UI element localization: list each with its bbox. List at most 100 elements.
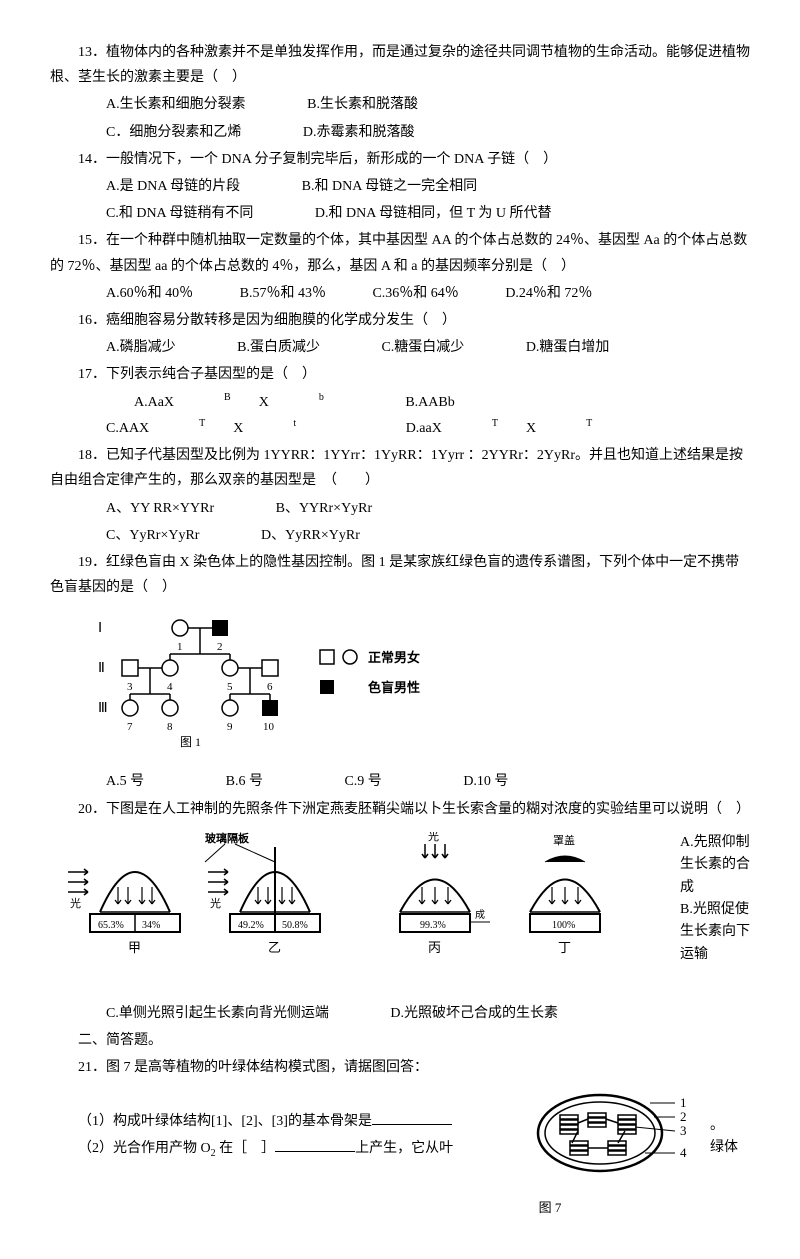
svg-text:10: 10	[263, 721, 275, 733]
legend-affected: 色盲男性	[368, 680, 420, 695]
svg-text:34%: 34%	[142, 920, 160, 931]
q20-optC: C.单侧光照引起生长素向背光侧运端	[78, 1001, 329, 1026]
q20-optA: A.先照仰制生长素的合成	[680, 832, 750, 899]
gen1-label: Ⅰ	[98, 621, 102, 636]
svg-text:5: 5	[227, 681, 233, 693]
q19-pedigree-figure: Ⅰ Ⅱ Ⅲ 1 2 3 4 5 6 7 8 9 10 正常男女 色盲男性 图 1	[90, 610, 750, 759]
q18-options-row2: C、YyRr×YyRr D、YyRR×YyRr	[50, 523, 750, 548]
svg-text:丙: 丙	[428, 940, 441, 955]
q15-text: 15．在一个种群中随机抽取一定数量的个体，其中基因型 AA 的个体占总数的 24…	[50, 228, 750, 278]
q19-optD: D.10 号	[435, 769, 508, 794]
q19-options: A.5 号 B.6 号 C.9 号 D.10 号	[50, 769, 750, 794]
q19-optA: A.5 号	[78, 769, 144, 794]
q18-text: 18．已知子代基因型及比例为 1YYRR：1YYrr：1YyRR：1Yyrr ：…	[50, 443, 750, 493]
q21-figure: 1 2 3 4	[530, 1083, 710, 1192]
q13-optD: D.赤霉素和脱落酸	[275, 120, 415, 145]
blank-input[interactable]	[275, 1137, 355, 1152]
q14-optC: C.和 DNA 母链稍有不同	[78, 201, 253, 226]
legend-circle-icon	[343, 650, 357, 664]
q17-optD: D.aaXTXT	[350, 415, 593, 441]
ind-3	[122, 660, 138, 676]
fig7-caption: 图 7	[350, 1196, 750, 1219]
q20-svg: 65.3% 34% 光 甲 玻璃隔板	[50, 832, 630, 982]
svg-text:3: 3	[127, 681, 133, 693]
ind-7	[122, 700, 138, 716]
legend-normal: 正常男女	[368, 650, 420, 665]
q20-side-options: A.先照仰制生长素的合成 B.光照促使生长素向下运输	[680, 832, 750, 966]
q16-optC: C.糖蛋白减少	[353, 335, 464, 360]
svg-text:2: 2	[680, 1109, 687, 1124]
q14-text: 14．一般情况下，一个 DNA 分子复制完毕后，新形成的一个 DNA 子链（ ）	[50, 147, 750, 172]
svg-text:1: 1	[177, 641, 183, 653]
svg-text:50.8%: 50.8%	[282, 920, 308, 931]
q17-text: 17．下列表示纯合子基因型的是（ ）	[50, 362, 750, 387]
pedigree-svg: Ⅰ Ⅱ Ⅲ 1 2 3 4 5 6 7 8 9 10 正常男女 色盲男性 图 1	[90, 610, 450, 750]
q13-optC: C．细胞分裂素和乙烯	[78, 120, 241, 145]
q14-options-row1: A.是 DNA 母链的片段 B.和 DNA 母链之一完全相同	[50, 174, 750, 199]
q20-text: 20．下图是在人工神制的先照条件下洲定燕麦胚鞘尖端以卜生长索含量的糊对浓度的实验…	[50, 797, 750, 822]
svg-text:光: 光	[428, 832, 439, 843]
q20-optB: B.光照促使生长素向下运输	[680, 899, 750, 966]
q14-options-row2: C.和 DNA 母链稍有不同 D.和 DNA 母链相同，但 T 为 U 所代替	[50, 201, 750, 226]
q18-optB: B、YYRr×YyRr	[248, 496, 373, 521]
ind-6	[262, 660, 278, 676]
q13-options-row2: C．细胞分裂素和乙烯 D.赤霉素和脱落酸	[50, 120, 750, 145]
q20-figure-layout: 65.3% 34% 光 甲 玻璃隔板	[50, 832, 750, 991]
q17-optC: C.AAXTXt	[50, 415, 296, 441]
q15-optA: A.60％和 40％	[78, 281, 193, 306]
q16-text: 16．癌细胞容易分散转移是因为细胞膜的化学成分发生（ ）	[50, 308, 750, 333]
q14-optB: B.和 DNA 母链之一完全相同	[274, 174, 477, 199]
q14-optA: A.是 DNA 母链的片段	[78, 174, 240, 199]
svg-text:99.3%: 99.3%	[420, 920, 446, 931]
blank-input[interactable]	[372, 1110, 452, 1125]
q16-optA: A.磷脂减少	[78, 335, 176, 360]
q13-optB: B.生长素和脱落酸	[279, 92, 418, 117]
ind-1	[172, 620, 188, 636]
q13-optA: A.生长素和细胞分裂素	[78, 92, 246, 117]
fig1-caption: 图 1	[180, 735, 201, 749]
q15-options: A.60％和 40％ B.57％和 43％ C.36％和 64％ D.24％和 …	[50, 281, 750, 306]
q18-optC: C、YyRr×YyRr	[78, 523, 199, 548]
q19-text: 19．红绿色盲由 X 染色体上的隐性基因控制。图 1 是某家族红绿色盲的遗传系谱…	[50, 550, 750, 600]
section2-heading: 二、简答题。	[50, 1028, 750, 1053]
svg-text:4: 4	[167, 681, 173, 693]
svg-text:6: 6	[267, 681, 273, 693]
q15-optD: D.24％和 72％	[477, 281, 592, 306]
gen3-label: Ⅲ	[98, 701, 108, 716]
ind-2	[212, 620, 228, 636]
legend-filled-square-icon	[320, 680, 334, 694]
q21-text: 21．图 7 是高等植物的叶绿体结构模式图，请据图回答：	[50, 1055, 750, 1080]
q19-optB: B.6 号	[198, 769, 263, 794]
q21-p2: （2）光合作用产物 O2 在［ ］上产生，它从叶	[50, 1136, 530, 1163]
q17-optA: A.AaXBXb	[78, 389, 324, 415]
svg-text:2: 2	[217, 641, 223, 653]
q13-text: 13．植物体内的各种激素并不是单独发挥作用，而是通过复杂的途径共同调节植物的生命…	[50, 40, 750, 90]
q15-optB: B.57％和 43％	[212, 281, 326, 306]
q18-options-row1: A、YY RR×YYRr B、YYRr×YyRr	[50, 496, 750, 521]
svg-text:49.2%: 49.2%	[238, 920, 264, 931]
svg-text:100%: 100%	[552, 920, 575, 931]
q16-optB: B.蛋白质减少	[209, 335, 320, 360]
q14-optD: D.和 DNA 母链相同，但 T 为 U 所代替	[287, 201, 552, 226]
svg-text:光: 光	[210, 896, 221, 910]
q17-optB: B.AABb	[377, 390, 454, 415]
svg-text:9: 9	[227, 721, 233, 733]
ind-8	[162, 700, 178, 716]
svg-text:乙: 乙	[268, 940, 281, 955]
ind-10	[262, 700, 278, 716]
svg-text:8: 8	[167, 721, 173, 733]
q20-optD: D.光照破坏己合成的生长素	[362, 1001, 558, 1026]
q21-layout: （1）构成叶绿体结构[1]、[2]、[3]的基本骨架是 （2）光合作用产物 O2…	[50, 1083, 750, 1192]
svg-text:7: 7	[127, 721, 133, 733]
q15-optC: C.36％和 64％	[344, 281, 458, 306]
svg-text:65.3%: 65.3%	[98, 920, 124, 931]
q21-p1: （1）构成叶绿体结构[1]、[2]、[3]的基本骨架是	[50, 1109, 530, 1134]
gen2-label: Ⅱ	[98, 661, 105, 676]
svg-text:丁: 丁	[558, 940, 571, 955]
q19-optC: C.9 号	[316, 769, 381, 794]
q16-options: A.磷脂减少 B.蛋白质减少 C.糖蛋白减少 D.糖蛋白增加	[50, 335, 750, 360]
svg-text:3: 3	[680, 1123, 687, 1138]
q13-options-row1: A.生长素和细胞分裂素 B.生长素和脱落酸	[50, 92, 750, 117]
svg-text:成: 成	[475, 909, 485, 921]
q16-optD: D.糖蛋白增加	[498, 335, 610, 360]
